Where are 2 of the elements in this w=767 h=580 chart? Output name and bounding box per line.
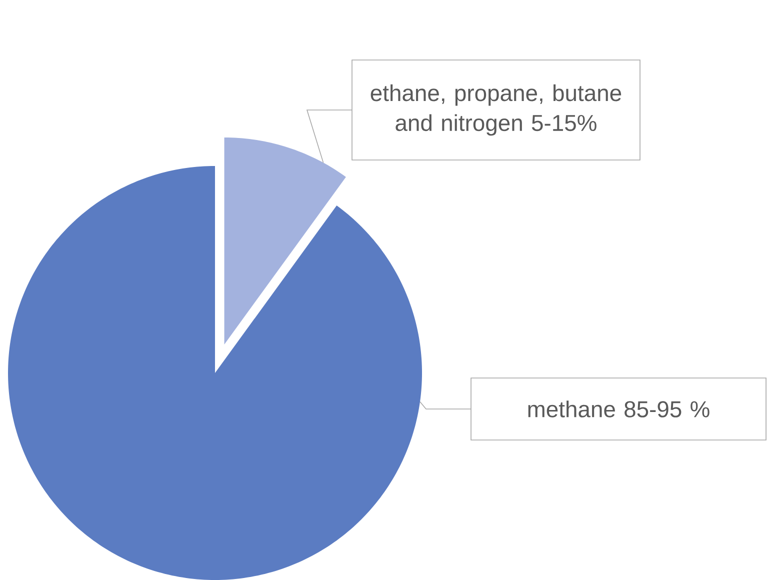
slice-label: ethane, propane, butane and nitrogen 5-15%	[370, 84, 622, 136]
slice-label: methane 85-95 %	[528, 400, 710, 418]
